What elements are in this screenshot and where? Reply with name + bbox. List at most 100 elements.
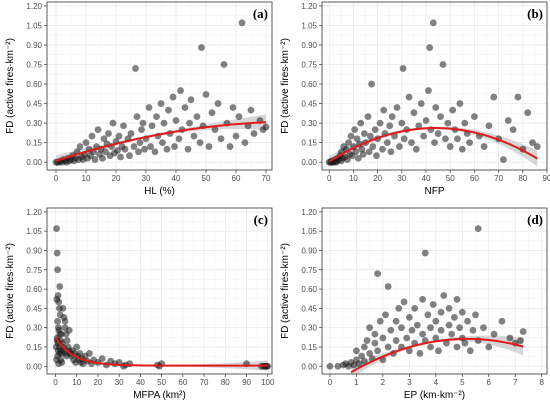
data-point: [458, 145, 466, 153]
data-point: [461, 119, 469, 127]
y-tick-label: 0.75: [301, 266, 317, 275]
data-point: [350, 361, 358, 369]
data-point: [374, 270, 381, 278]
data-point: [426, 44, 434, 51]
data-point: [387, 148, 395, 156]
data-point: [145, 104, 153, 111]
data-point: [99, 154, 106, 162]
x-tick-label: 50: [202, 174, 211, 183]
data-point: [466, 139, 473, 147]
data-point: [54, 317, 62, 325]
data-point: [437, 308, 445, 316]
x-axis-title: MFPA (km²): [133, 390, 186, 401]
x-tick-label: 70: [494, 174, 503, 183]
y-axis-title: FD (active fires·km⁻²): [280, 243, 291, 339]
data-point: [130, 143, 138, 150]
data-point: [211, 126, 219, 134]
data-point: [160, 119, 168, 127]
data-point: [358, 145, 366, 153]
data-point: [440, 292, 448, 299]
y-tick-label: 0.15: [26, 343, 42, 352]
x-tick-label: 30: [397, 174, 406, 183]
data-point: [384, 343, 392, 351]
data-point: [509, 126, 517, 134]
y-tick-label: 1.20: [26, 2, 42, 11]
data-point: [425, 87, 432, 94]
data-point: [353, 347, 360, 355]
data-point: [500, 156, 507, 163]
data-point: [198, 44, 205, 51]
data-point: [471, 113, 478, 121]
data-point: [141, 145, 148, 153]
data-point: [347, 132, 355, 140]
data-point: [417, 100, 425, 107]
y-tick-label: 0.75: [26, 61, 42, 70]
data-point: [387, 326, 395, 334]
data-point: [416, 350, 424, 357]
data-point: [445, 321, 453, 329]
data-point: [371, 126, 379, 134]
x-tick-label: 6: [487, 378, 492, 387]
plot-frame: [46, 1, 273, 171]
y-tick-label: 1.05: [26, 21, 42, 30]
y-tick-label: 1.20: [301, 208, 317, 217]
data-point: [444, 119, 452, 127]
data-point: [421, 249, 429, 257]
data-point: [138, 126, 145, 134]
x-tick-label: 3: [407, 378, 412, 387]
data-point: [392, 317, 400, 325]
data-point: [363, 337, 371, 344]
data-point: [405, 347, 413, 355]
panel-tag: (a): [253, 6, 268, 21]
y-tick-label: 0.60: [301, 285, 317, 294]
data-point: [247, 106, 255, 114]
y-tick-label: 0.30: [26, 324, 42, 333]
data-point: [376, 119, 384, 127]
data-point: [464, 317, 471, 325]
y-tick-label: 0.45: [301, 304, 317, 313]
data-point: [403, 334, 411, 342]
y-tick-label: 0.90: [26, 41, 42, 50]
x-tick-label: 5: [460, 378, 465, 387]
data-point: [229, 104, 237, 111]
data-point: [53, 225, 60, 232]
data-point: [169, 93, 177, 101]
data-point: [120, 122, 127, 130]
x-tick-label: 10: [349, 174, 358, 183]
data-point: [472, 311, 479, 319]
data-point: [400, 135, 408, 143]
data-point: [382, 311, 389, 319]
data-point: [429, 19, 437, 27]
data-point: [53, 295, 61, 303]
data-point: [461, 339, 469, 347]
x-axis-title: EP (km·km⁻²): [404, 390, 465, 401]
data-point: [53, 249, 61, 257]
data-point: [506, 334, 514, 342]
data-point: [226, 143, 234, 150]
x-tick-label: 70: [200, 378, 209, 387]
data-point: [360, 343, 368, 351]
x-tick-label: 2: [381, 378, 386, 387]
y-tick-label: 0.15: [26, 139, 42, 148]
data-point: [427, 343, 434, 351]
data-point: [429, 301, 437, 308]
data-point: [360, 357, 368, 365]
y-tick-label: 0.75: [301, 61, 317, 70]
y-tick-label: 0.90: [301, 246, 317, 255]
data-point: [355, 360, 363, 368]
fit-line: [54, 336, 268, 367]
data-point: [379, 334, 387, 342]
x-tick-label: 50: [157, 378, 166, 387]
data-point: [334, 362, 342, 370]
data-point: [466, 347, 474, 355]
data-point: [445, 304, 453, 312]
data-point: [91, 156, 99, 163]
data-point: [446, 143, 454, 150]
data-point: [345, 139, 353, 147]
data-point: [456, 324, 464, 332]
panel-2: 0 10 20 30 40 50 60 70 80 90 0.00 0.15 0.30 0.45 0.60 0…: [280, 1, 550, 197]
data-point: [217, 135, 225, 143]
data-point: [386, 122, 394, 130]
data-point: [450, 313, 458, 321]
y-tick-label: 0.30: [301, 324, 317, 333]
